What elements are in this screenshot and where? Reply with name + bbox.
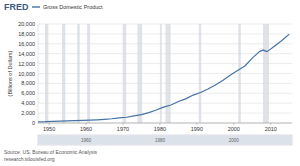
grid-line <box>38 93 292 94</box>
logo: FRED <box>4 2 29 12</box>
x-tick-label: 1960 <box>80 126 92 132</box>
grid-line <box>38 53 292 54</box>
grid-line <box>38 123 292 124</box>
chart: FRED 0 2,000 4,000 6,000 8,000 10,000 12,000 14,… <box>0 0 300 166</box>
y-tick-label: 8,000 <box>21 80 35 86</box>
x-tick <box>233 123 234 125</box>
y-tick-label: 12,000 <box>18 61 35 67</box>
y-tick-label: 18,000 <box>18 31 35 37</box>
y-tick-label: 6,000 <box>21 90 35 96</box>
y-tick-label: 4,000 <box>21 100 35 106</box>
x-tick-label: 1950 <box>43 126 55 132</box>
grid-line <box>38 63 292 64</box>
y-tick-label: 10,000 <box>18 71 35 77</box>
x-tick-label: 2010 <box>265 126 277 132</box>
x-tick-label: 2000 <box>228 126 240 132</box>
source: Source: US. Bureau of Economic Analysis <box>4 149 98 155</box>
series-group <box>38 34 289 122</box>
navigator-tick-label: 2000 <box>229 138 240 143</box>
grid-line <box>38 113 292 114</box>
x-tick-label: 1970 <box>117 126 129 132</box>
y-tick-label: 16,000 <box>18 41 35 47</box>
grid-line <box>38 83 292 84</box>
legend-swatch <box>32 6 40 7</box>
legend-label: Gross Domestic Product <box>43 4 103 10</box>
grid-line <box>38 103 292 104</box>
y-tick-label: 20,000 <box>18 21 35 27</box>
x-tick <box>49 123 50 125</box>
x-tick <box>122 123 123 125</box>
x-tick <box>270 123 271 125</box>
navigator-handle[interactable] <box>39 136 291 144</box>
x-tick <box>86 123 87 125</box>
grid-line <box>38 43 292 44</box>
y-tick-label: 2,000 <box>21 110 35 116</box>
navigator-tick-label: 1960 <box>81 138 92 143</box>
x-axis <box>38 123 292 124</box>
x-tick-label: 1990 <box>191 126 203 132</box>
series-line <box>38 34 289 122</box>
navigator <box>38 135 292 145</box>
source-url: research.stlouisfed.org <box>4 156 55 162</box>
x-tick <box>196 123 197 125</box>
y-axis <box>38 24 39 123</box>
x-tick-label: 1980 <box>154 126 166 132</box>
y-tick-label: 0 <box>32 120 35 126</box>
y-axis-label: (Billions of Dollars) <box>7 50 13 96</box>
navigator-tick-label: 1980 <box>155 138 166 143</box>
grid-line <box>38 24 292 25</box>
x-tick <box>159 123 160 125</box>
grid-line <box>38 73 292 74</box>
y-tick-label: 14,000 <box>18 51 35 57</box>
grid-line <box>38 33 292 34</box>
